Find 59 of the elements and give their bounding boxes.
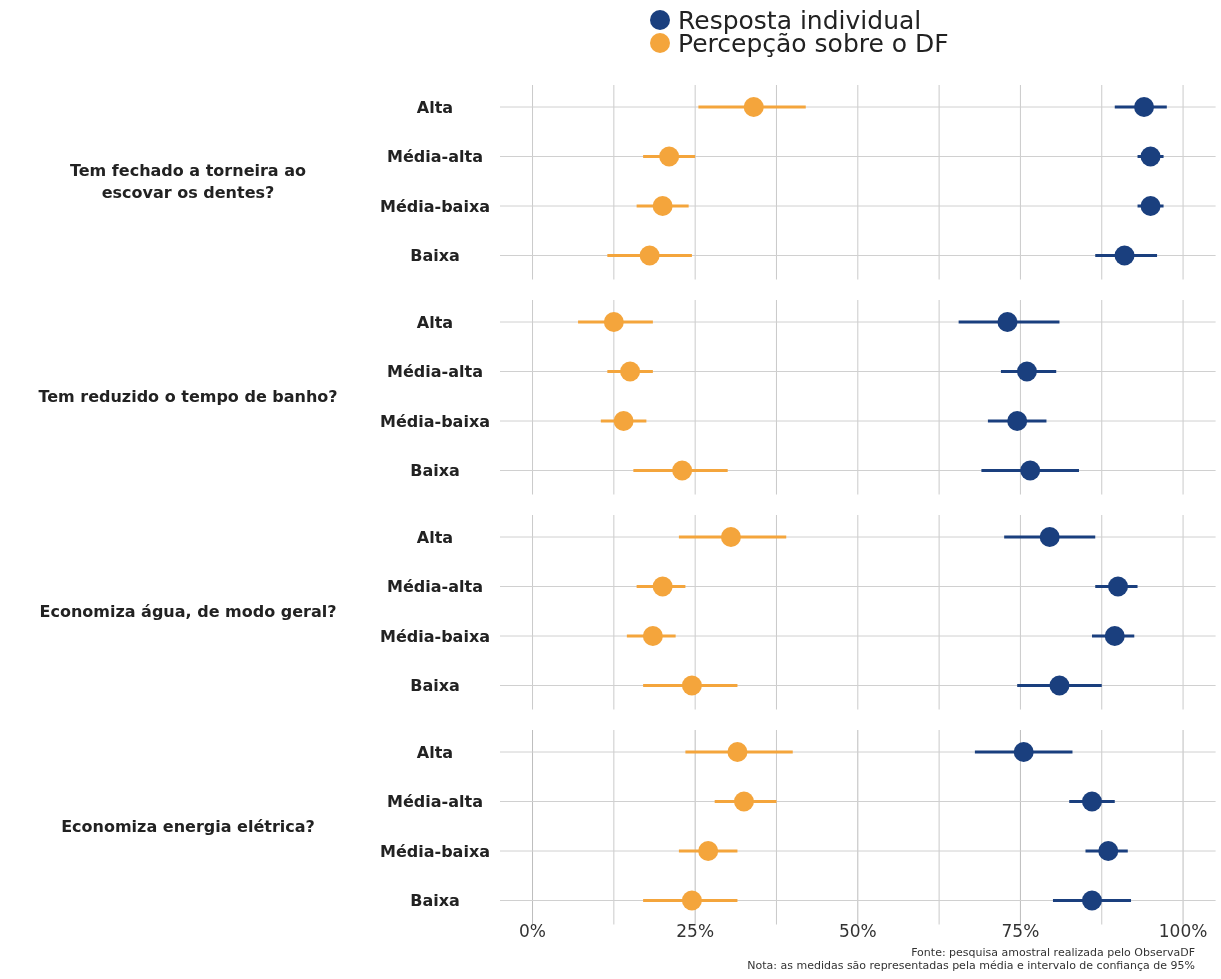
point (642, 626, 663, 646)
point (698, 841, 719, 861)
y-tick-label: Média-baixa (380, 196, 490, 216)
point (727, 742, 748, 762)
y-tick-label: Média-alta (387, 147, 483, 167)
y-tick-label: Alta (416, 97, 454, 117)
text: Economiza energia elétrica? (61, 816, 315, 836)
point (1049, 675, 1070, 696)
y-tick-label: Baixa (410, 891, 460, 911)
point (997, 312, 1018, 332)
point (681, 675, 702, 696)
y-tick-label: Baixa (410, 246, 460, 266)
point (1108, 576, 1129, 597)
text: Economiza água, de modo geral? (39, 601, 337, 621)
y-tick-label: Média-baixa (380, 841, 490, 861)
point (1082, 890, 1102, 911)
x-tick-label: 0% (519, 920, 547, 941)
y-tick-label: Média-baixa (380, 411, 490, 431)
point (1140, 196, 1161, 216)
point (1016, 361, 1037, 382)
point (1098, 841, 1119, 861)
x-tick-label: 25% (676, 920, 715, 941)
point (1134, 97, 1155, 117)
point (659, 146, 680, 167)
point (1082, 791, 1102, 812)
point (1039, 527, 1060, 547)
point (1114, 245, 1135, 266)
point (1020, 460, 1041, 481)
text: Tem fechado a torneira ao escovar os dentes? (69, 160, 307, 202)
text: Tem reduzido o tempo de banho? (38, 386, 338, 406)
point (681, 890, 702, 911)
y-tick-label: Alta (416, 527, 454, 547)
point (652, 196, 673, 216)
point (620, 361, 641, 382)
x-tick-label: 50% (838, 920, 877, 941)
point (733, 791, 754, 812)
y-tick-label: Média-alta (387, 362, 483, 382)
y-tick-label: Baixa (410, 676, 460, 696)
point (720, 527, 741, 547)
y-tick-label: Média-baixa (380, 626, 490, 646)
x-tick-label: 100% (1158, 920, 1208, 941)
y-tick-label: Alta (416, 312, 454, 332)
source-note: Fonte: pesquisa amostral realizada pelo ObservaDF (911, 945, 1195, 959)
point (652, 576, 673, 597)
text: Nota: as medidas são representadas pela média e intervalo de confiança de 95% (747, 958, 1195, 972)
y-tick-label: Baixa (410, 461, 460, 481)
point (603, 312, 624, 332)
y-tick-label: Média-alta (387, 792, 483, 812)
point (672, 460, 693, 481)
point (1140, 146, 1161, 167)
y-tick-label: Alta (416, 742, 454, 762)
point (1104, 626, 1125, 646)
x-tick-label: 75% (1001, 920, 1040, 941)
point (1013, 742, 1034, 762)
y-tick-label: Média-alta (387, 577, 483, 597)
point (743, 97, 764, 117)
point (613, 411, 634, 431)
point (639, 245, 660, 266)
point (1007, 411, 1028, 431)
